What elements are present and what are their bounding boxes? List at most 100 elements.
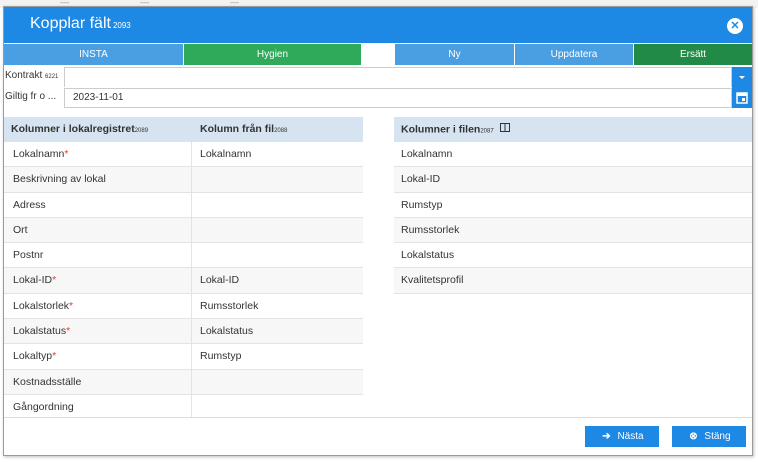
field-name-text: Adress	[13, 198, 46, 211]
background-strip: — — —	[0, 0, 758, 8]
list-item[interactable]: Lokalstatus	[394, 243, 752, 269]
uppdatera-button[interactable]: Uppdatera	[514, 44, 633, 65]
field-name-text: Lokalstatus	[13, 325, 67, 338]
field-name-text: Ort	[13, 223, 28, 236]
field-name: Lokal-ID*	[13, 268, 56, 293]
field-name: Gångordning	[13, 395, 74, 420]
header-file-column-text: Kolumn från fil	[200, 123, 275, 135]
file-column-name: Lokal-ID	[401, 173, 441, 186]
mapped-column: Rumstyp	[200, 350, 242, 363]
table-row[interactable]: Adress	[4, 192, 363, 218]
columns-icon[interactable]	[499, 117, 510, 142]
field-name-text: Beskrivning av lokal	[13, 173, 106, 186]
dialog-footer: ➔ Nästa ⊗ Stäng	[4, 417, 752, 455]
field-name: Kostnadsställe	[13, 370, 81, 395]
hygien-button[interactable]: Hygien	[183, 44, 361, 65]
table-row[interactable]: Postnr	[4, 243, 363, 269]
file-column-name: Kvalitetsprofil	[401, 274, 464, 287]
table-row[interactable]: Lokalstatus* Lokalstatus	[4, 319, 363, 345]
field-name-text: Lokalnamn	[13, 148, 65, 160]
file-column-name: Lokalnamn	[401, 148, 453, 160]
contract-label-id: 6221	[45, 74, 59, 80]
list-item[interactable]: Kvalitetsprofil	[394, 268, 752, 294]
field-name: Lokaltyp*	[13, 344, 56, 369]
table-row[interactable]: Beskrivning av lokal	[4, 167, 363, 193]
grid-header: Kolumner i lokalregistret2089 Kolumn frå…	[4, 117, 363, 142]
file-column-name: Rumstyp	[401, 198, 443, 211]
mapped-column: Lokalstatus	[200, 325, 254, 338]
next-button-label: Nästa	[617, 431, 644, 442]
background-text: —	[230, 0, 239, 7]
table-row[interactable]: Lokalstorlek* Rumsstorlek	[4, 293, 363, 320]
ny-button[interactable]: Ny	[395, 44, 514, 65]
field-name: Lokalstatus*	[13, 319, 70, 344]
dialog-title: Kopplar fält 2093	[30, 15, 131, 33]
field-name: Lokalnamn*	[13, 142, 68, 167]
required-marker: *	[52, 274, 57, 287]
table-row[interactable]: Lokal-ID* Lokal-ID	[4, 268, 363, 294]
close-button[interactable]: ⊗ Stäng	[672, 426, 746, 447]
close-icon[interactable]: ✕	[727, 18, 743, 34]
chevron-down-icon[interactable]	[732, 67, 752, 88]
valid-from-row: Giltig fr o ... 2023-11-01	[4, 88, 752, 108]
header-file-columns-id: 2087	[480, 128, 494, 135]
list-item[interactable]: Lokalnamn	[394, 142, 752, 168]
file-column-name: Lokalstatus	[401, 249, 455, 262]
table-row[interactable]: Gångordning	[4, 394, 363, 421]
contract-label: Kontrakt 6221	[5, 70, 58, 81]
header-file-columns: Kolumner i filen2087	[401, 117, 510, 144]
table-row[interactable]: Kostnadsställe	[4, 369, 363, 395]
valid-from-label: Giltig fr o ...	[5, 91, 57, 102]
field-name: Postnr	[13, 243, 43, 268]
field-name: Lokalstorlek*	[13, 294, 73, 319]
list-item[interactable]: Rumstyp	[394, 193, 752, 218]
local-register-grid: Kolumner i lokalregistret2089 Kolumn frå…	[4, 117, 363, 421]
mapping-dialog: Kopplar fält 2093 ✕ INSTA Hygien Ny Uppda…	[3, 6, 753, 456]
header-local-columns: Kolumner i lokalregistret2089	[11, 117, 148, 144]
field-name: Adress	[13, 193, 46, 218]
valid-from-input[interactable]: 2023-11-01	[64, 88, 732, 108]
next-button[interactable]: ➔ Nästa	[585, 426, 659, 447]
dialog-titlebar: Kopplar fält 2093 ✕	[4, 7, 752, 43]
header-local-columns-text: Kolumner i lokalregistret	[11, 123, 135, 135]
close-button-label: Stäng	[704, 431, 731, 442]
calendar-icon[interactable]	[732, 88, 752, 108]
list-item[interactable]: Rumsstorlek	[394, 217, 752, 244]
required-marker: *	[52, 350, 57, 363]
mapped-column: Lokal-ID	[200, 274, 240, 287]
mapped-column: Rumsstorlek	[200, 299, 259, 312]
field-name-text: Postnr	[13, 249, 44, 262]
ersatt-button[interactable]: Ersätt	[633, 44, 752, 65]
header-local-columns-id: 2089	[134, 128, 149, 134]
file-columns-grid: Kolumner i filen2087 Lokalnamn Lokal-ID …	[394, 117, 752, 294]
table-row[interactable]: Lokalnamn* Lokalnamn	[4, 142, 363, 168]
header-file-column-id: 2088	[274, 128, 288, 134]
background-text: —	[140, 0, 149, 7]
grid-header: Kolumner i filen2087	[394, 117, 752, 142]
field-name-text: Lokal-ID	[13, 274, 53, 287]
field-name: Ort	[13, 218, 28, 243]
required-marker: *	[66, 325, 71, 338]
field-name-text: Lokalstorlek	[13, 299, 70, 312]
table-row[interactable]: Lokaltyp* Rumstyp	[4, 344, 363, 370]
contract-select[interactable]	[64, 67, 732, 87]
header-file-column: Kolumn från fil2088	[200, 117, 287, 144]
field-name-text: Lokaltyp	[13, 350, 53, 363]
list-item[interactable]: Lokal-ID	[394, 167, 752, 193]
contract-label-text: Kontrakt	[5, 70, 43, 81]
dialog-title-text: Kopplar fält	[30, 15, 111, 32]
arrow-right-icon: ➔	[602, 431, 611, 442]
field-name: Beskrivning av lokal	[13, 167, 106, 192]
close-circle-icon: ⊗	[689, 431, 698, 442]
contract-row: Kontrakt 6221	[4, 67, 752, 88]
insta-button[interactable]: INSTA	[4, 44, 183, 65]
field-name-text: Kostnadsställe	[13, 375, 82, 388]
table-row[interactable]: Ort	[4, 217, 363, 244]
mapped-column: Lokalnamn	[200, 148, 252, 160]
dialog-title-id: 2093	[112, 21, 131, 30]
background-text: —	[60, 0, 69, 7]
file-column-name: Rumsstorlek	[401, 223, 460, 236]
required-marker: *	[64, 148, 69, 160]
header-file-columns-text: Kolumner i filen	[401, 123, 481, 136]
required-marker: *	[69, 299, 74, 312]
